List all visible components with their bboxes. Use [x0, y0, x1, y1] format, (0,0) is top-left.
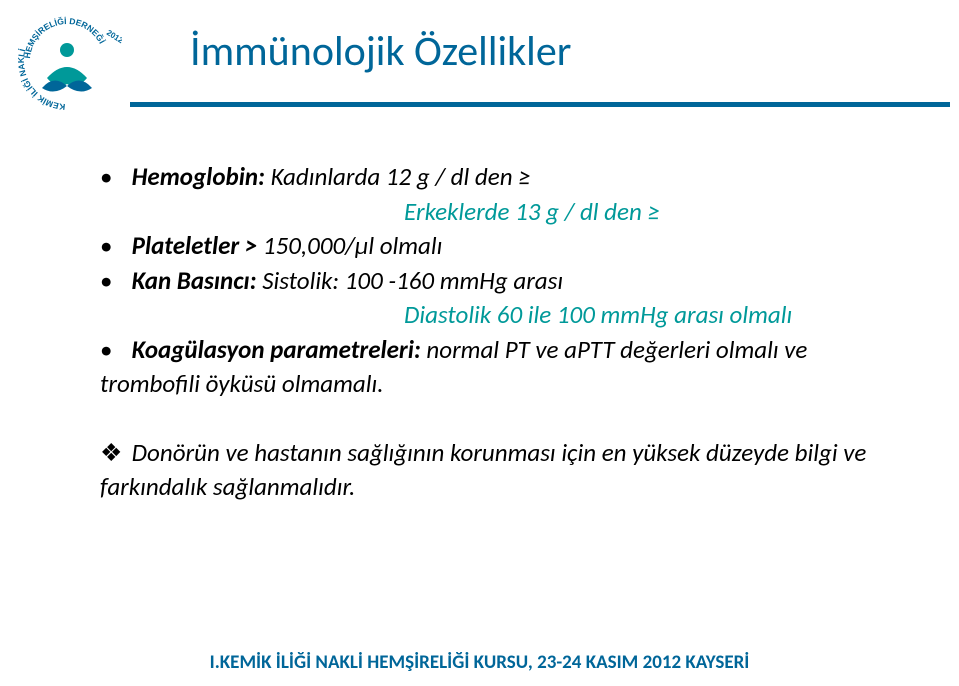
line-hemoglobin-men: Erkeklerde 13 g / dl den ≥ [100, 195, 900, 230]
text-platelets: 150,000/µl olmalı [263, 230, 442, 261]
label-blood-pressure: Kan Basıncı: [132, 265, 263, 296]
text-hemoglobin-men: Erkeklerde 13 g / dl den ≥ [100, 195, 900, 230]
text-hemoglobin-women: Kadınlarda 12 g / dl den ≥ [271, 161, 531, 192]
bullet-hemoglobin: Hemoglobin: Kadınlarda 12 g / dl den ≥ [100, 160, 900, 195]
slide-body: Hemoglobin: Kadınlarda 12 g / dl den ≥ E… [100, 160, 900, 505]
bullet-platelets: Plateletler > 150,000/µl olmalı [100, 229, 900, 264]
bullet-blood-pressure: Kan Basıncı: Sistolik: 100 -160 mmHg ara… [100, 264, 900, 299]
text-donor-note: Donörün ve hastanın sağlığının korunması… [100, 437, 866, 503]
label-coagulation: Koagülasyon parametreleri: [132, 334, 427, 365]
label-hemoglobin: Hemoglobin: [132, 161, 271, 192]
logo-year: 2012 [105, 28, 122, 45]
association-logo: HEMŞİRELİĞİ DERNEĞİ KEMİK İLİĞİ NAKLİ 20… [12, 6, 122, 116]
bullet-donor-note: Donörün ve hastanın sağlığının korunması… [100, 436, 900, 505]
text-diastolic: Diastolik 60 ile 100 mmHg arası olmalı [100, 298, 900, 333]
text-systolic: Sistolik: 100 -160 mmHg arası [262, 265, 563, 296]
title-divider [130, 102, 950, 107]
slide-title: İmmünolojik Özellikler [190, 26, 571, 77]
line-diastolic: Diastolik 60 ile 100 mmHg arası olmalı [100, 298, 900, 333]
slide-footer: I.KEMİK İLİĞİ NAKLİ HEMŞİRELİĞİ KURSU, 2… [0, 651, 959, 674]
label-platelets: Plateletler > [132, 230, 263, 261]
bullet-coagulation: Koagülasyon parametreleri: normal PT ve … [100, 333, 900, 402]
